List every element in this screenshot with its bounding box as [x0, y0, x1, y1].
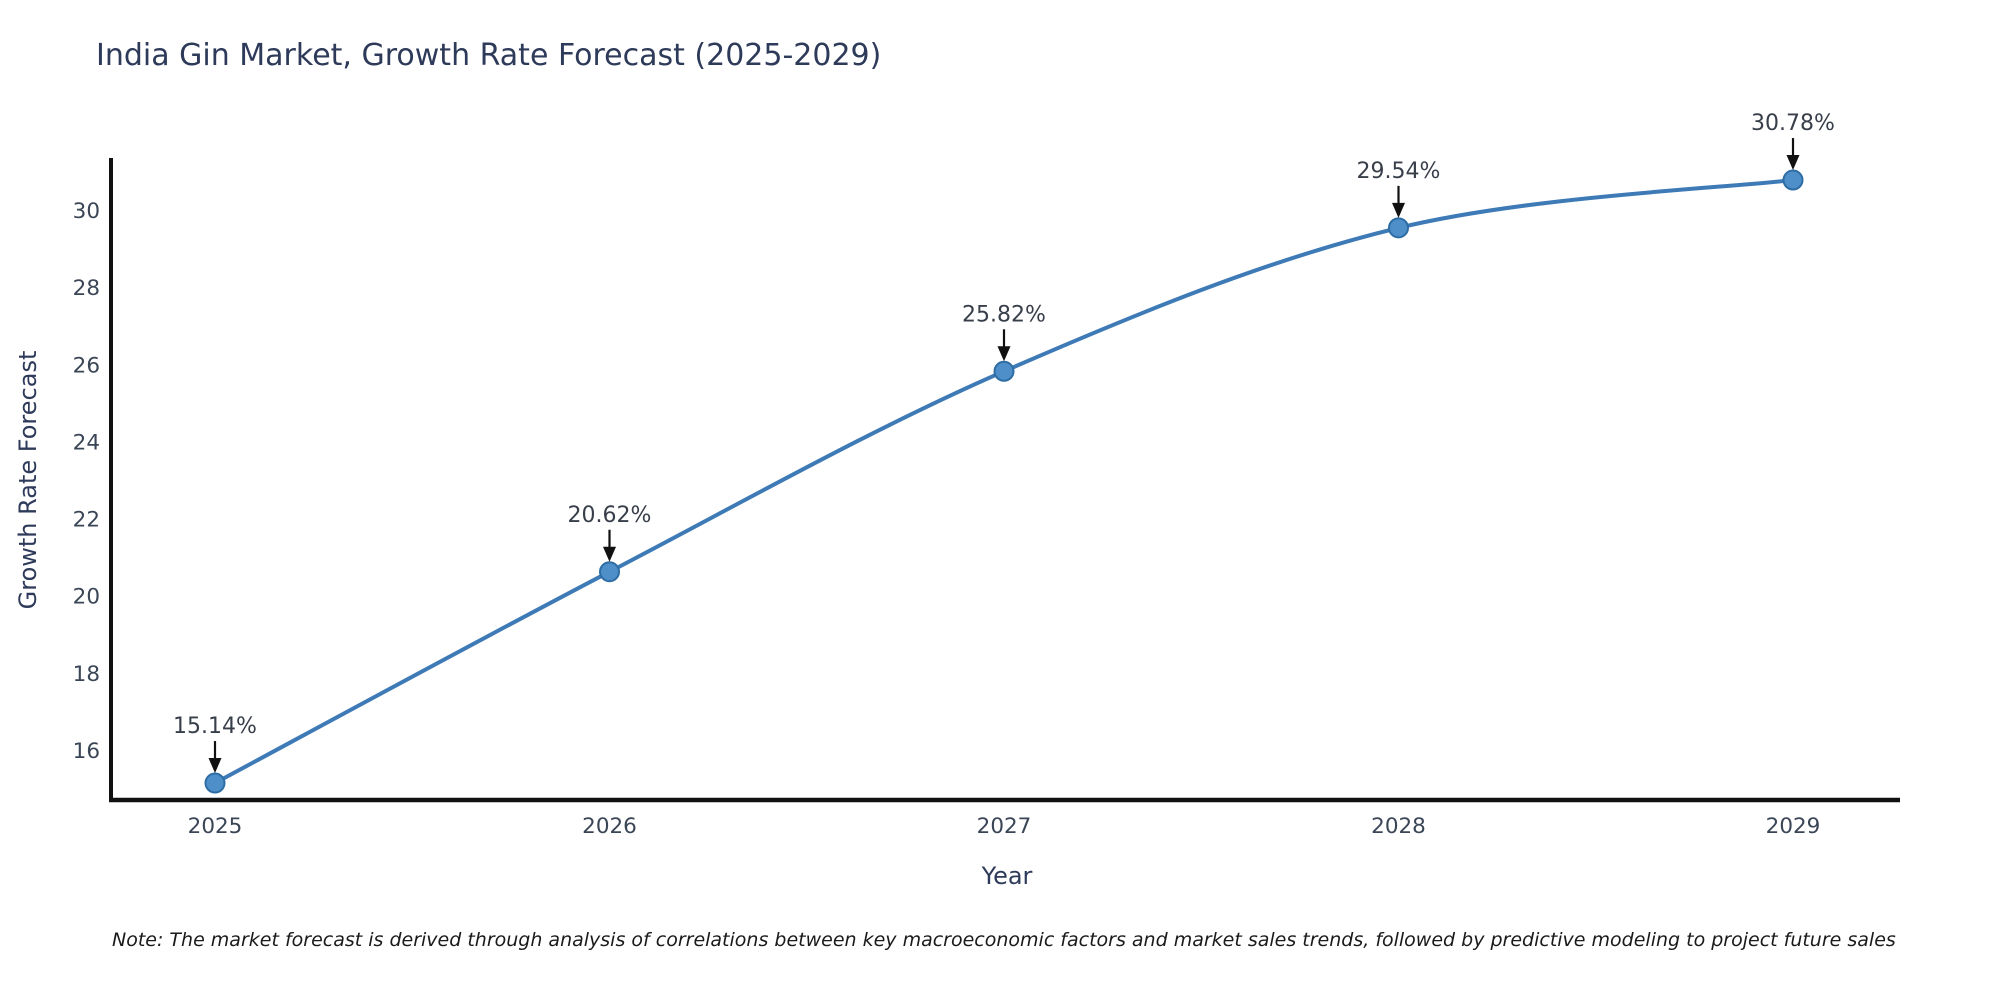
point-value-label: 15.14% — [173, 714, 257, 739]
annotation-arrow-head — [208, 758, 222, 774]
x-tick-label: 2025 — [188, 814, 243, 839]
y-tick-label: 18 — [73, 662, 100, 687]
data-point-marker — [204, 772, 226, 794]
data-point-marker — [993, 360, 1015, 382]
x-tick-label: 2029 — [1766, 814, 1821, 839]
axis-tick-labels: 16 18 20 22 24 26 28 30 2025 2026 2027 2028 2029 — [73, 199, 1821, 839]
data-point-marker — [1388, 217, 1409, 239]
y-tick-label: 16 — [73, 739, 100, 764]
data-point-marker — [1782, 169, 1804, 191]
point-value-label: 29.54% — [1357, 159, 1441, 184]
point-annotations: 15.14% 20.62% 25.82% 29.54% 30.78% — [173, 111, 1835, 774]
forecast-line-series — [204, 169, 1804, 794]
annotation-arrow-head — [603, 546, 616, 562]
chart-title: India Gin Market, Growth Rate Forecast (… — [96, 38, 882, 73]
y-tick-label: 30 — [73, 199, 100, 224]
y-tick-label: 22 — [73, 508, 100, 533]
x-axis-title: Year — [981, 862, 1033, 890]
annotation-arrow-head — [997, 346, 1011, 362]
y-tick-label: 28 — [73, 276, 100, 301]
annotation-arrow-head — [1392, 202, 1405, 218]
x-tick-label: 2026 — [582, 814, 637, 839]
y-tick-label: 20 — [73, 585, 100, 610]
annotation-arrow-head — [1786, 155, 1800, 171]
point-value-label: 30.78% — [1751, 111, 1835, 136]
point-value-label: 20.62% — [568, 503, 652, 528]
y-tick-label: 26 — [73, 353, 100, 378]
axes — [109, 158, 1900, 803]
forecast-line — [213, 178, 1795, 786]
x-tick-label: 2027 — [977, 814, 1032, 839]
data-point-marker — [599, 561, 620, 583]
x-tick-label: 2028 — [1371, 814, 1426, 839]
point-value-label: 25.82% — [962, 302, 1046, 327]
footnote: Note: The market forecast is derived thr… — [112, 929, 1896, 951]
y-tick-label: 24 — [73, 430, 100, 455]
